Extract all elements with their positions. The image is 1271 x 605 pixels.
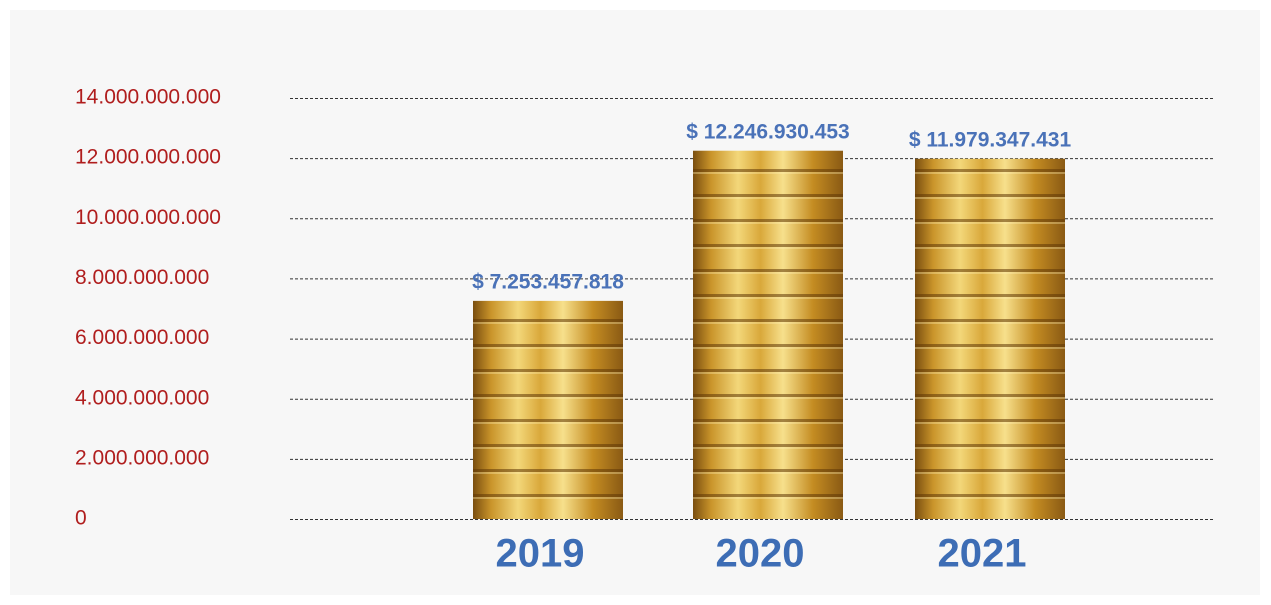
bar xyxy=(693,150,843,520)
y-tick-label: 2.000.000.000 xyxy=(75,446,209,469)
value-label: $ 12.246.930.453 xyxy=(686,120,850,143)
x-tick-label: 2021 xyxy=(938,532,1027,576)
y-tick-label: 0 xyxy=(75,507,87,530)
y-tick-label: 14.000.000.000 xyxy=(75,86,221,109)
y-tick-label: 6.000.000.000 xyxy=(75,326,209,349)
x-tick-label: 2020 xyxy=(716,532,805,576)
y-tick-label: 4.000.000.000 xyxy=(75,386,209,409)
y-tick-label: 12.000.000.000 xyxy=(75,146,221,169)
y-tick-label: 10.000.000.000 xyxy=(75,206,221,229)
x-tick-label: 2019 xyxy=(496,532,585,576)
value-label: $ 11.979.347.431 xyxy=(909,128,1072,151)
y-tick-label: 8.000.000.000 xyxy=(75,266,209,289)
value-label: $ 7.253.457.818 xyxy=(472,270,624,293)
bar xyxy=(473,300,623,519)
bar xyxy=(915,158,1065,519)
